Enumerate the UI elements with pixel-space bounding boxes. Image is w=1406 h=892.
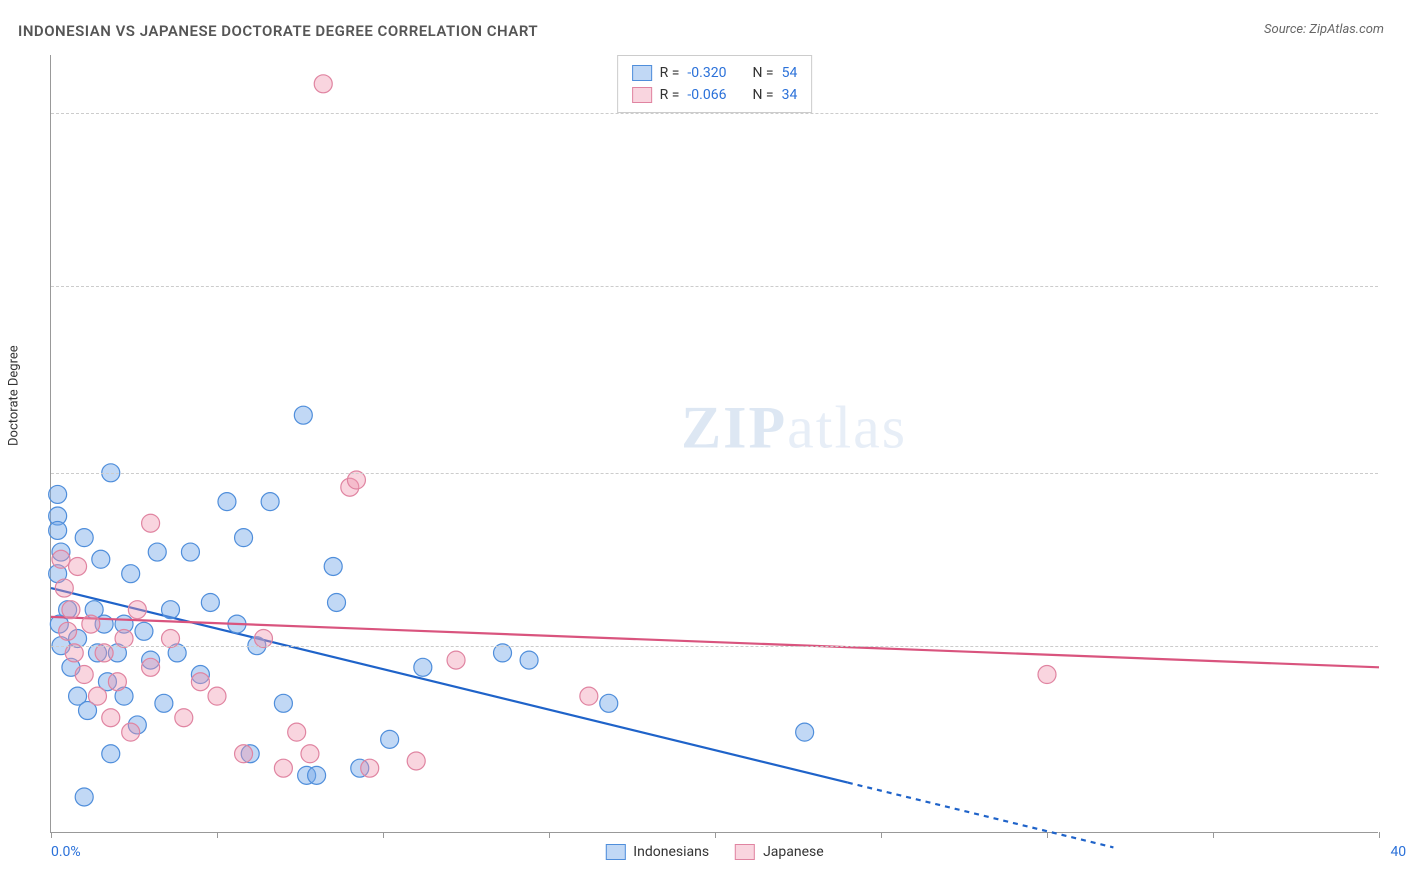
correlation-legend: R = -0.320 N = 54 R = -0.066 N = 34 [617,55,813,113]
data-point [155,694,173,712]
legend-r-value: -0.320 [687,62,726,84]
data-point [294,406,312,424]
series-legend: Indonesians Japanese [605,844,823,860]
data-point [52,550,70,568]
legend-item: Japanese [735,844,824,860]
data-point [328,593,346,611]
data-point [92,550,110,568]
legend-r-prefix: R = [660,84,680,106]
data-point [235,745,253,763]
data-point [122,565,140,583]
legend-n-value: 54 [782,62,798,84]
x-tick-mark [1379,832,1380,838]
scatter-svg [51,55,1378,832]
legend-n-value: 34 [782,84,798,106]
data-point [49,485,67,503]
data-point [49,521,67,539]
plot-area: ZIPatlas R =-0.320N =54R =-0.066N =34 0.… [50,55,1378,833]
legend-swatch [735,844,755,860]
data-point [102,709,120,727]
legend-row: R = -0.320 N = 54 [632,62,798,84]
data-point [308,766,326,784]
data-point [261,493,279,511]
legend-swatch [605,844,625,860]
data-point [82,615,100,633]
data-point [142,514,160,532]
x-tick-mark [549,832,550,838]
y-tick-label: 5.0% [1383,105,1406,121]
data-point [520,651,538,669]
data-point [162,601,180,619]
legend-swatch [632,65,652,81]
data-point [580,687,598,705]
data-point [59,622,77,640]
y-axis-label: Doctorate Degree [7,345,22,446]
chart-title: INDONESIAN VS JAPANESE DOCTORATE DEGREE … [18,22,538,40]
data-point [324,557,342,575]
data-point [128,601,146,619]
data-point [407,752,425,770]
legend-n-prefix: N = [752,62,773,84]
data-point [175,709,193,727]
x-tick-mark [881,832,882,838]
data-point [274,759,292,777]
chart-container: INDONESIAN VS JAPANESE DOCTORATE DEGREE … [0,0,1406,892]
gridline [51,473,1378,474]
y-tick-label: 3.8% [1383,278,1406,294]
data-point [69,557,87,575]
legend-label: Indonesians [633,844,709,860]
data-point [88,687,106,705]
data-point [796,723,814,741]
data-point [301,745,319,763]
y-tick-label: 1.3% [1383,638,1406,654]
data-point [201,593,219,611]
data-point [314,75,332,93]
data-point [181,543,199,561]
legend-item: Indonesians [605,844,709,860]
data-point [108,673,126,691]
data-point [191,673,209,691]
data-point [235,529,253,547]
data-point [148,543,166,561]
data-point [75,529,93,547]
gridline [51,286,1378,287]
x-tick-mark [1047,832,1048,838]
x-tick-mark [1213,832,1214,838]
x-tick-mark [51,832,52,838]
legend-row: R = -0.066 N = 34 [632,84,798,106]
data-point [381,730,399,748]
x-tick-mark [383,832,384,838]
data-point [122,723,140,741]
data-point [142,658,160,676]
data-point [1038,666,1056,684]
data-point [600,694,618,712]
data-point [447,651,465,669]
data-point [62,601,80,619]
legend-r-prefix: R = [660,62,680,84]
data-point [218,493,236,511]
x-tick-max: 40.0% [1390,844,1406,860]
data-point [75,666,93,684]
legend-r-value: -0.066 [687,84,726,106]
legend-n-prefix: N = [752,84,773,106]
x-tick-mark [715,832,716,838]
data-point [135,622,153,640]
x-tick-min: 0.0% [51,844,81,860]
source-attribution: Source: ZipAtlas.com [1264,22,1384,37]
data-point [414,658,432,676]
gridline [51,646,1378,647]
legend-swatch [632,87,652,103]
trend-line-extrapolated [848,783,1114,848]
data-point [75,788,93,806]
data-point [274,694,292,712]
x-tick-mark [217,832,218,838]
data-point [288,723,306,741]
data-point [208,687,226,705]
data-point [102,745,120,763]
y-tick-label: 2.5% [1383,465,1406,481]
data-point [55,579,73,597]
data-point [361,759,379,777]
legend-label: Japanese [763,844,824,860]
